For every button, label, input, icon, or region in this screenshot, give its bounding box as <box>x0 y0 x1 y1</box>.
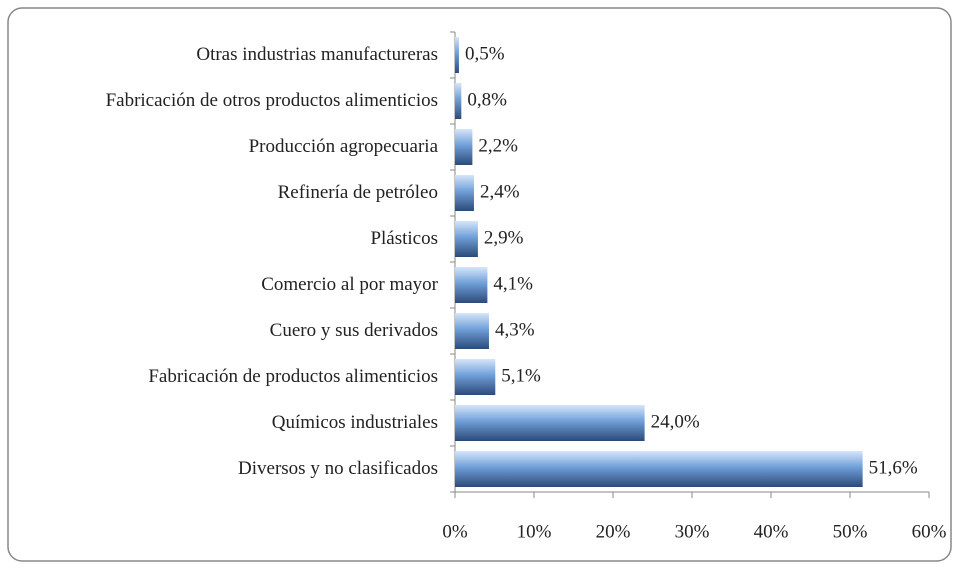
bar <box>455 267 488 303</box>
x-tick-label: 0% <box>442 521 468 542</box>
bar <box>455 359 496 395</box>
bar <box>455 221 478 257</box>
x-tick-label: 10% <box>517 521 552 542</box>
category-label: Otras industrias manufactureras <box>196 44 438 65</box>
bar <box>455 83 462 119</box>
value-label: 51,6% <box>869 457 918 478</box>
category-label: Cuero y sus derivados <box>269 320 438 341</box>
category-label: Producción agropecuaria <box>248 136 438 157</box>
value-label: 4,1% <box>493 273 533 294</box>
value-label: 2,2% <box>478 135 518 156</box>
x-tick-label: 60% <box>912 521 947 542</box>
category-label: Fabricación de productos alimenticios <box>148 366 438 387</box>
category-label: Diversos y no clasificados <box>238 458 438 479</box>
category-label: Refinería de petróleo <box>277 182 438 203</box>
value-label: 4,3% <box>495 319 535 340</box>
x-tick-label: 50% <box>833 521 868 542</box>
bar <box>455 175 474 211</box>
category-label: Químicos industriales <box>271 412 438 433</box>
value-label: 24,0% <box>651 411 700 432</box>
value-label: 0,5% <box>465 43 505 64</box>
bar <box>455 129 473 165</box>
category-label: Fabricación de otros productos alimentic… <box>105 90 438 111</box>
category-label: Plásticos <box>370 228 438 249</box>
x-tick-label: 20% <box>596 521 631 542</box>
bar <box>455 451 863 487</box>
value-label: 5,1% <box>501 365 541 386</box>
bar <box>455 313 489 349</box>
x-tick-label: 30% <box>675 521 710 542</box>
bar <box>455 405 645 441</box>
bar <box>455 37 459 73</box>
category-label: Comercio al por mayor <box>261 274 438 295</box>
value-label: 2,4% <box>480 181 520 202</box>
x-tick-label: 40% <box>754 521 789 542</box>
value-label: 0,8% <box>467 89 507 110</box>
value-label: 2,9% <box>484 227 524 248</box>
